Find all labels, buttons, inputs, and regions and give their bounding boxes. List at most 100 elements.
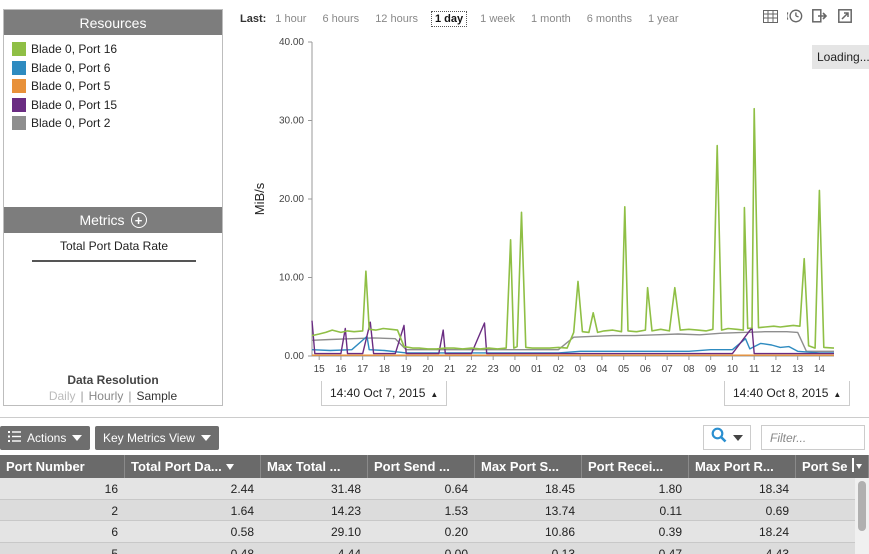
table-icon[interactable] — [762, 8, 778, 24]
end-date-label: 14:40 Oct 8, 2015 — [733, 386, 829, 400]
column-header[interactable]: Max Port R... — [689, 455, 796, 478]
table-body: 16 2.44 31.48 0.64 18.45 1.80 18.34 2 1.64 14.23 1… — [0, 478, 869, 554]
start-date-button[interactable]: 14:40 Oct 7, 2015 ▲ — [321, 381, 448, 406]
time-range-1-year[interactable]: 1 year — [648, 13, 679, 25]
y-tick-label: 40.00 — [279, 37, 304, 48]
resolution-option-daily[interactable]: Daily — [48, 389, 76, 403]
x-tick-label: 13 — [792, 364, 804, 375]
column-header[interactable]: Max Total ... — [261, 455, 368, 478]
table-cell: 18.24 — [758, 525, 789, 539]
view-label: Key Metrics View — [103, 431, 195, 445]
resolution-option-hourly[interactable]: Hourly — [88, 389, 124, 403]
table-cell: 10.86 — [544, 525, 575, 539]
column-menu-icon[interactable] — [852, 458, 862, 475]
resource-item[interactable]: Blade 0, Port 5 — [12, 77, 222, 96]
x-tick-label: 06 — [640, 364, 652, 375]
x-tick-label: 16 — [335, 364, 347, 375]
time-range-1-hour[interactable]: 1 hour — [275, 13, 307, 25]
column-header-label: Port Recei... — [588, 459, 664, 474]
resource-item[interactable]: Blade 0, Port 15 — [12, 96, 222, 115]
color-swatch — [12, 116, 26, 131]
time-range-12-hours[interactable]: 12 hours — [375, 13, 418, 25]
column-header[interactable]: Port Se — [796, 455, 869, 478]
column-header-label: Port Number — [6, 459, 85, 474]
chevron-down-icon — [72, 435, 83, 441]
end-date-button[interactable]: 14:40 Oct 8, 2015 ▲ — [724, 381, 851, 406]
x-tick-label: 03 — [575, 364, 587, 375]
scrollbar-thumb[interactable] — [858, 481, 866, 531]
table-cell: 14.23 — [330, 503, 361, 518]
color-swatch — [12, 79, 26, 94]
filter-input[interactable] — [761, 425, 865, 450]
actions-button[interactable]: Actions — [0, 426, 91, 450]
resource-label: Blade 0, Port 6 — [31, 60, 111, 75]
resources-title: Resources — [79, 14, 147, 31]
x-tick-label: 19 — [401, 364, 413, 375]
metrics-title: Metrics — [79, 212, 125, 228]
table-cell: 1.53 — [444, 503, 468, 518]
table-header: Port Number Total Port Da... Max Total ...… — [0, 455, 869, 478]
table-cell: 1.80 — [658, 482, 682, 496]
sort-desc-icon — [225, 463, 234, 470]
time-range-1-week[interactable]: 1 week — [480, 13, 515, 25]
x-tick-label: 10 — [727, 364, 739, 375]
chart-tools — [762, 8, 853, 24]
time-range-1-month[interactable]: 1 month — [531, 13, 571, 25]
resources-header: Resources — [4, 10, 222, 35]
column-header[interactable]: Max Port S... — [475, 455, 582, 478]
table-cell: 4.44 — [337, 546, 361, 554]
resource-item[interactable]: Blade 0, Port 16 — [12, 40, 222, 59]
data-resolution-title: Data Resolution — [67, 373, 159, 387]
table-cell: 2 — [111, 503, 118, 518]
table-cell: 0.64 — [444, 482, 468, 496]
table-row[interactable]: 5 0.48 4.44 0.00 0.13 0.47 4.43 — [0, 542, 869, 554]
resource-label: Blade 0, Port 5 — [31, 79, 111, 94]
table-row[interactable]: 6 0.58 29.10 0.20 10.86 0.39 18.24 — [0, 521, 869, 543]
x-tick-label: 23 — [488, 364, 500, 375]
expand-icon[interactable] — [837, 8, 853, 24]
resource-item[interactable]: Blade 0, Port 2 — [12, 114, 222, 133]
column-header[interactable]: Total Port Da... — [125, 455, 261, 478]
table-cell: 0.58 — [230, 525, 254, 539]
metric-item[interactable]: Total Port Data Rate — [32, 239, 196, 262]
table-cell: 1.64 — [230, 503, 254, 518]
table-cell: 4.43 — [765, 546, 789, 554]
table-row[interactable]: 16 2.44 31.48 0.64 18.45 1.80 18.34 — [0, 478, 869, 500]
table-cell: 18.34 — [758, 482, 789, 496]
table-row[interactable]: 2 1.64 14.23 1.53 13.74 0.11 0.69 — [0, 499, 869, 521]
table-cell: 0.11 — [659, 503, 682, 518]
series-line-0 — [311, 107, 835, 350]
time-range-6-months[interactable]: 6 months — [586, 13, 632, 25]
color-swatch — [12, 42, 26, 57]
column-header[interactable]: Port Send ... — [368, 455, 475, 478]
table-scrollbar[interactable] — [855, 478, 869, 554]
table-cell: 0.13 — [551, 546, 575, 554]
x-tick-label: 04 — [596, 364, 608, 375]
time-range-6-hours[interactable]: 6 hours — [322, 13, 360, 25]
column-header-label: Port Se — [802, 459, 848, 474]
y-axis-label: MiB/s — [252, 182, 267, 215]
resolution-option-sample[interactable]: Sample — [136, 389, 178, 403]
add-metric-icon[interactable]: + — [130, 212, 147, 228]
table-cell: 0.00 — [444, 546, 468, 554]
clock-icon[interactable] — [787, 8, 803, 24]
table-cell: 0.47 — [658, 546, 682, 554]
time-range-1-day[interactable]: 1 day — [431, 11, 468, 27]
column-header[interactable]: Port Number — [0, 455, 125, 478]
x-tick-label: 17 — [357, 364, 369, 375]
x-tick-label: 22 — [466, 364, 478, 375]
time-range-label: Last: — [240, 13, 267, 25]
table-cell: 13.74 — [544, 503, 575, 518]
time-range-bar: Last: 1 hour 6 hours 12 hours 1 day 1 week 1 … — [240, 11, 692, 27]
separator: | — [80, 389, 84, 403]
search-icon — [711, 427, 727, 448]
view-select-button[interactable]: Key Metrics View — [95, 426, 219, 450]
export-icon[interactable] — [812, 8, 828, 24]
column-header[interactable]: Port Recei... — [582, 455, 689, 478]
resource-item[interactable]: Blade 0, Port 6 — [12, 59, 222, 78]
triangle-up-icon: ▲ — [430, 390, 439, 399]
search-dropdown-button[interactable] — [703, 425, 751, 450]
series-line-4 — [311, 331, 834, 352]
series-line-3 — [311, 320, 834, 355]
